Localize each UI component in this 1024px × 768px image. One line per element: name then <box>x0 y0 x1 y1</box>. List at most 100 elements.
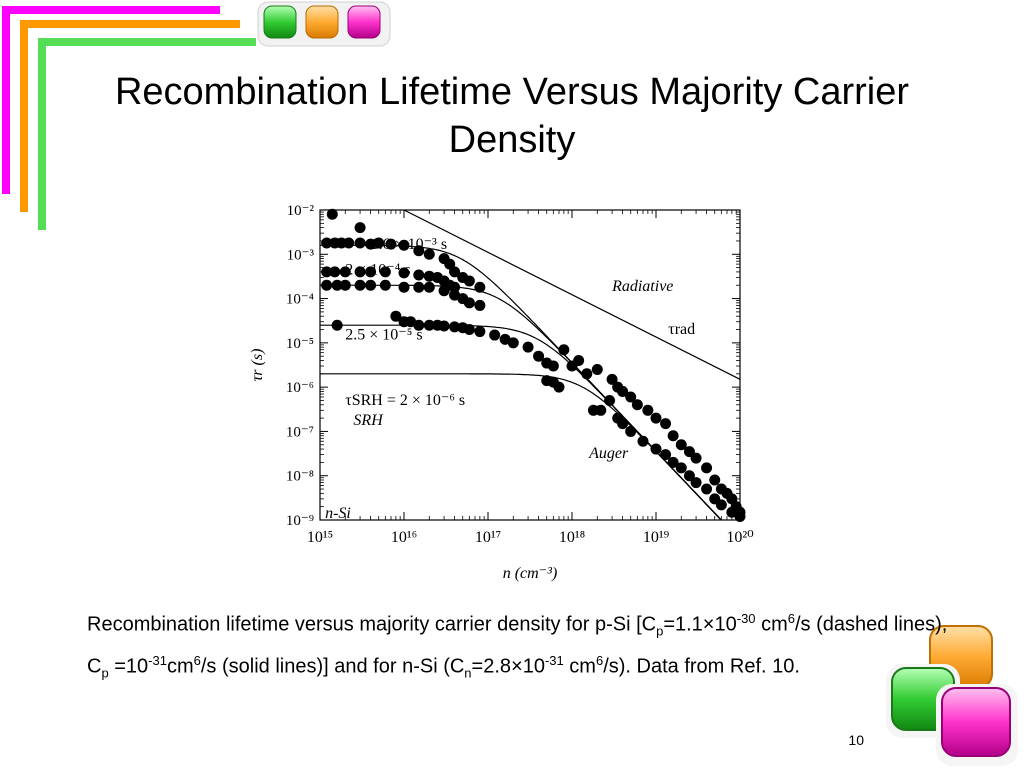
data-point <box>675 439 687 451</box>
data-point <box>547 360 559 372</box>
data-point <box>379 279 391 291</box>
magenta-bracket <box>2 6 220 194</box>
orange-gem-icon <box>305 5 339 39</box>
data-point <box>533 350 545 362</box>
data-point <box>650 443 662 455</box>
caption-text: =10 <box>108 655 149 678</box>
y-tick-label: 10⁻⁹ <box>286 513 314 529</box>
x-tick-label: 10¹⁵ <box>307 529 333 546</box>
caption-text: cm <box>166 655 194 678</box>
page-number: 10 <box>848 732 864 748</box>
chart-annotation: 2.5 × 10⁻⁵ s <box>345 326 422 343</box>
data-point <box>449 321 461 333</box>
data-point <box>331 279 343 291</box>
data-point <box>321 266 333 278</box>
data-point <box>660 449 672 461</box>
data-point <box>558 344 570 356</box>
caption-sup: 6 <box>595 652 604 668</box>
caption-sub: p <box>101 665 109 681</box>
data-point <box>463 297 475 309</box>
caption-sup: -31 <box>148 652 167 668</box>
lifetime-chart: 10¹⁵ 10¹⁶ 10¹⁷ 10¹⁸ 10¹⁹ 10²⁰ 10⁻² 10⁻³ 10⁻⁴ 10⁻⁵… <box>249 203 754 582</box>
data-point <box>413 269 425 281</box>
data-point <box>667 430 679 442</box>
data-point <box>507 337 519 349</box>
caption-sub: p <box>656 623 664 639</box>
data-point <box>734 510 746 522</box>
chart-annotation: τrad <box>668 321 695 338</box>
data-point <box>709 474 721 486</box>
data-point <box>474 299 486 311</box>
data-point <box>339 266 351 278</box>
corner-brackets <box>2 6 256 230</box>
data-point <box>675 462 687 474</box>
chart-annotation: 2 × 10⁻⁴ s <box>345 261 410 278</box>
radiative-line <box>403 210 740 380</box>
data-point <box>637 435 649 447</box>
data-point <box>390 310 402 322</box>
data-point <box>489 329 501 341</box>
caption-text: =2.8×10 <box>471 655 545 678</box>
data-point <box>354 222 366 234</box>
data-point <box>329 266 341 278</box>
data-point <box>339 279 351 291</box>
data-point <box>683 470 695 482</box>
data-point <box>642 404 654 416</box>
plot-frame <box>319 209 741 521</box>
x-axis-label: n (cm⁻³) <box>503 565 558 582</box>
chart-annotation: Auger <box>588 445 629 462</box>
caption-text: cm <box>755 613 788 636</box>
data-point <box>591 364 603 376</box>
y-tick-label: 10⁻⁴ <box>286 292 314 308</box>
x-tick-label: 10¹⁸ <box>559 529 585 546</box>
chart-annotation: τSRH = 2 × 10⁻⁶ s <box>345 392 465 409</box>
y-tick-label: 10⁻³ <box>287 247 315 263</box>
orange-bracket <box>20 20 240 212</box>
data-point <box>423 319 435 331</box>
data-point <box>354 237 366 249</box>
data-point <box>398 281 410 293</box>
y-tick-label: 10⁻⁸ <box>286 469 314 485</box>
data-point <box>690 477 702 489</box>
data-point <box>423 270 435 282</box>
y-tick-label: 10⁻² <box>287 203 315 219</box>
data-point <box>321 237 333 249</box>
caption-text: /s (solid lines)] and for n-Si (C <box>200 655 465 678</box>
slide-title: Recombination Lifetime Versus Majority C… <box>40 68 984 164</box>
data-point <box>474 281 486 293</box>
chart-annotation: SRH <box>353 412 384 429</box>
caption-sup: -31 <box>544 652 564 668</box>
green-bracket <box>38 38 256 230</box>
y-axis-label: τr (s) <box>249 349 266 382</box>
x-tick-label: 10¹⁶ <box>391 529 417 546</box>
caption-text: cm <box>563 655 596 678</box>
data-point <box>413 319 425 331</box>
data-point <box>326 208 338 220</box>
data-point <box>701 462 713 474</box>
x-tick-label: 10¹⁷ <box>475 529 501 546</box>
data-point <box>438 320 450 332</box>
data-point <box>413 281 425 293</box>
caption-sub: n <box>464 665 472 681</box>
data-point <box>617 385 629 397</box>
x-tick-label: 10¹⁹ <box>643 529 670 546</box>
x-tick-label: 10²⁰ <box>726 529 753 546</box>
data-point <box>385 238 397 250</box>
y-tick-label: 10⁻⁵ <box>286 336 314 352</box>
data-point <box>667 456 679 468</box>
caption-sup: 6 <box>193 652 201 668</box>
data-point <box>438 285 450 297</box>
pink-gem-icon <box>941 687 1011 757</box>
data-point <box>650 412 662 424</box>
caption-sup: -30 <box>736 611 756 626</box>
data-point <box>581 368 593 380</box>
data-point <box>343 237 355 249</box>
y-tick-label: 10⁻⁶ <box>286 380 314 396</box>
caption-text: =1.1×10 <box>663 613 737 636</box>
data-point <box>631 399 643 411</box>
chart-annotation: Radiative <box>611 278 673 295</box>
chart-annotation: n-Si <box>325 505 351 522</box>
caption-sup: 6 <box>787 611 795 626</box>
data-point <box>463 324 475 336</box>
data-point <box>423 248 435 260</box>
